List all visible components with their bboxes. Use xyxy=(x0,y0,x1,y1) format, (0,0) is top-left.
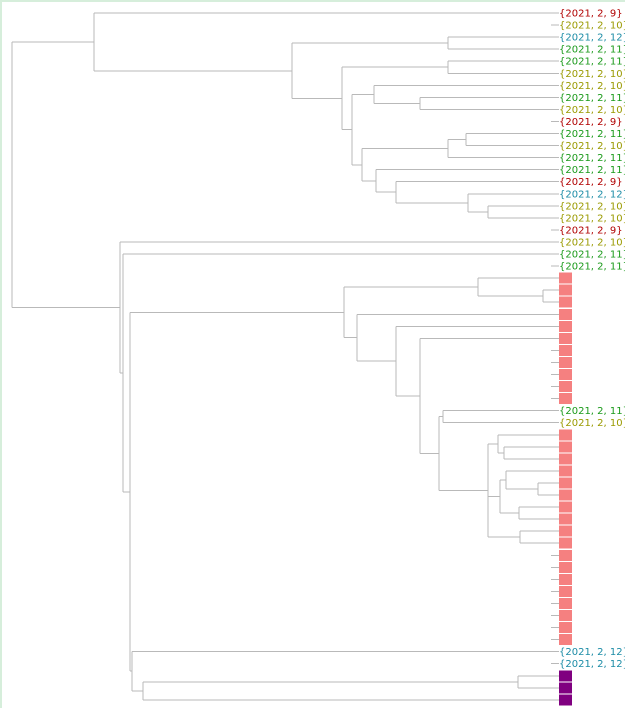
leaf-marker xyxy=(559,429,572,441)
leaf-label: {2021, 2, 11} xyxy=(559,93,625,104)
leaf-marker xyxy=(559,501,572,513)
leaf-label: {2021, 2, 9} xyxy=(559,117,623,128)
leaf-marker xyxy=(559,332,572,344)
leaf-marker xyxy=(559,610,572,621)
leaf-label: {2021, 2, 10} xyxy=(559,21,625,32)
leaf-marker xyxy=(559,489,572,501)
leaf-label: {2021, 2, 10} xyxy=(559,69,625,80)
leaf-marker xyxy=(559,441,572,453)
leaf-label: {2021, 2, 10} xyxy=(559,213,625,224)
leaf-marker xyxy=(559,537,572,549)
leaf-label: {2021, 2, 9} xyxy=(559,177,623,188)
leaf-marker xyxy=(559,585,572,597)
leaf-label: {2021, 2, 12} xyxy=(559,189,625,200)
dendrogram-branches xyxy=(11,12,559,701)
leaf-marker xyxy=(559,670,572,682)
leaf-marker xyxy=(559,344,572,356)
leaf-marker xyxy=(559,381,572,393)
leaf-marker xyxy=(559,694,572,706)
leaf-marker xyxy=(559,393,572,405)
leaf-marker xyxy=(559,320,572,332)
leaf-label: {2021, 2, 10} xyxy=(559,418,625,429)
leaf-label: {2021, 2, 11} xyxy=(559,129,625,140)
leaf-label: {2021, 2, 10} xyxy=(559,105,625,116)
leaf-marker xyxy=(559,369,572,380)
leaf-marker xyxy=(559,561,572,573)
leaf-marker xyxy=(559,513,572,525)
leaf-label: {2021, 2, 9} xyxy=(559,9,623,20)
leaf-marker xyxy=(559,597,572,609)
leaf-label: {2021, 2, 12} xyxy=(559,647,625,658)
leaf-marker xyxy=(559,549,572,561)
leaf-marker xyxy=(559,308,572,320)
leaf-marker xyxy=(559,525,572,537)
leaf-label: {2021, 2, 10} xyxy=(559,237,625,248)
leaf-marker xyxy=(559,634,572,646)
leaf-label: {2021, 2, 10} xyxy=(559,141,625,152)
leaf-marker xyxy=(559,573,572,585)
leaf-label: {2021, 2, 10} xyxy=(559,201,625,212)
leaf-label: {2021, 2, 9} xyxy=(559,225,623,236)
dendrogram-leaves: {2021, 2, 9}{2021, 2, 10}{2021, 2, 12}{2… xyxy=(559,9,625,706)
leaf-marker xyxy=(559,453,572,465)
leaf-marker xyxy=(559,465,572,477)
leaf-label: {2021, 2, 11} xyxy=(559,165,625,176)
leaf-marker xyxy=(559,296,572,308)
leaf-label: {2021, 2, 12} xyxy=(559,659,625,670)
leaf-marker xyxy=(559,272,572,284)
leaf-label: {2021, 2, 11} xyxy=(559,45,625,56)
leaf-marker xyxy=(559,477,572,489)
leaf-marker xyxy=(559,622,572,634)
leaf-label: {2021, 2, 11} xyxy=(559,406,625,417)
leaf-marker xyxy=(559,356,572,368)
leaf-label: {2021, 2, 12} xyxy=(559,33,625,44)
leaf-label: {2021, 2, 11} xyxy=(559,262,625,273)
leaf-label: {2021, 2, 10} xyxy=(559,81,625,92)
leaf-marker xyxy=(559,682,572,694)
leaf-label: {2021, 2, 11} xyxy=(559,250,625,261)
leaf-marker xyxy=(559,284,572,296)
leaf-label: {2021, 2, 11} xyxy=(559,57,625,68)
leaf-label: {2021, 2, 11} xyxy=(559,153,625,164)
